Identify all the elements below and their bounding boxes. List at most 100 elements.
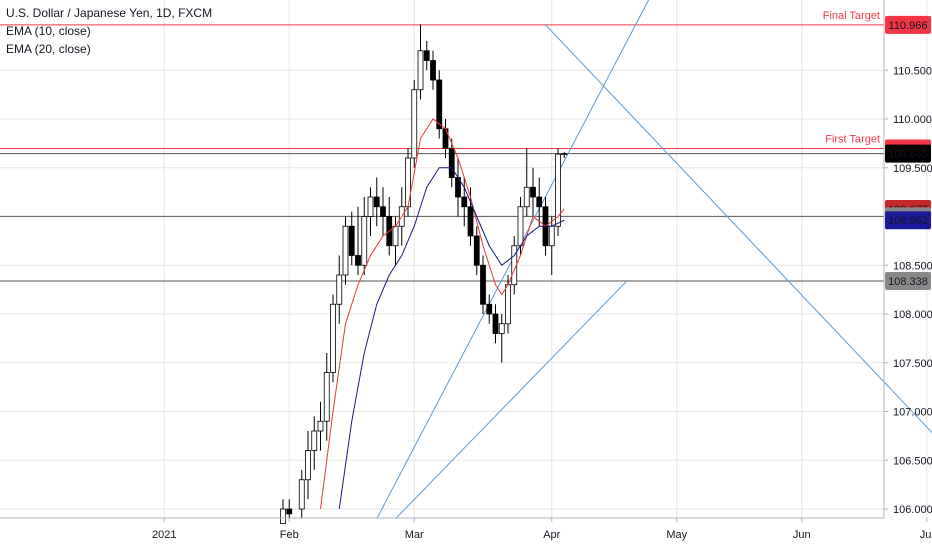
y-tick-label: 106.000 [893, 504, 932, 516]
candle-body [392, 225, 399, 247]
candle-body [280, 508, 286, 525]
candle [536, 177, 543, 227]
candle-body [436, 79, 443, 130]
price-badge-bg [885, 144, 931, 163]
candle [417, 24, 424, 100]
candle [355, 206, 361, 275]
candle-body [373, 196, 380, 208]
candle [530, 167, 536, 217]
y-tick-label: 107.500 [893, 358, 932, 370]
price-badge-text: 110.966 [889, 20, 928, 32]
candle [523, 148, 530, 217]
y-tick-label: 107.000 [893, 407, 932, 419]
candle-body [517, 206, 524, 247]
candle [423, 41, 430, 71]
price-badge-text: 108.962 [888, 215, 928, 227]
candle [473, 226, 480, 275]
candle [386, 197, 393, 256]
candle-body [467, 206, 474, 237]
candle-body [330, 303, 336, 373]
candle [280, 499, 286, 525]
candle-body [548, 225, 555, 247]
chart-legend: U.S. Dollar / Japanese Yen, 1D, FXCM EMA… [6, 4, 212, 58]
x-tick-label: 2021 [152, 529, 176, 541]
price-badge: 108.962 [885, 211, 931, 230]
candle-body [317, 420, 324, 432]
candle [486, 294, 493, 324]
candle [367, 187, 374, 236]
candle [555, 148, 561, 236]
candle [442, 119, 449, 158]
candle-body [305, 450, 311, 481]
x-tick-label: May [666, 529, 687, 541]
symbol-title[interactable]: U.S. Dollar / Japanese Yen, 1D, FXCM [6, 6, 213, 20]
candle-body [411, 89, 418, 159]
candle-body [355, 255, 361, 266]
candle [492, 304, 499, 344]
y-tick-label: 110.000 [893, 114, 932, 126]
first-target-label: First Target [825, 133, 880, 145]
candle [330, 294, 336, 383]
price-badge-text: 108.338 [888, 276, 928, 288]
candle-body [561, 153, 568, 156]
candle [342, 216, 349, 285]
ema20-legend[interactable]: EMA (20, close) [6, 42, 91, 56]
trendline [395, 280, 628, 520]
price-badges: 110.966109.698109.645109.077109.001108.9… [885, 15, 931, 291]
candle [430, 50, 436, 90]
candle [373, 177, 380, 227]
x-tick-label: Jun [793, 529, 811, 541]
y-tick-label: 106.500 [893, 455, 932, 467]
x-tick-label: Apr [543, 529, 560, 541]
candle [305, 431, 311, 500]
candle-body [530, 186, 536, 198]
price-badge: 110.966 [885, 15, 931, 34]
candle-body [492, 313, 499, 334]
annotations: Final Target First Target [823, 10, 880, 146]
ema10-legend[interactable]: EMA (10, close) [6, 24, 91, 38]
candles [280, 24, 568, 525]
candle [480, 255, 486, 314]
x-tick-label: Feb [280, 529, 299, 541]
trendlines [376, 0, 932, 520]
candle [380, 187, 386, 236]
candle-body [323, 372, 330, 422]
candle [286, 499, 293, 519]
candle [348, 211, 355, 266]
candle [361, 197, 368, 275]
final-target-label: Final Target [823, 10, 880, 22]
candle-body [342, 225, 349, 276]
x-tick-label: Jul [920, 529, 932, 541]
candle [455, 158, 461, 217]
candle-body [480, 264, 486, 305]
candle-body [523, 186, 530, 208]
candle-body [536, 196, 543, 208]
candle-body [298, 479, 305, 510]
candle [311, 416, 318, 470]
candle-body [448, 147, 455, 178]
price-badge: 109.645 [885, 144, 931, 163]
candle-body [486, 303, 493, 315]
horizontal-lines [0, 24, 884, 282]
candle [436, 70, 443, 139]
candle [317, 401, 324, 451]
price-badge: 108.338 [885, 272, 931, 291]
ema20-line [338, 167, 565, 510]
trendline [376, 0, 650, 519]
candle-body [461, 196, 468, 208]
ema-lines [320, 118, 565, 510]
candle-body [367, 196, 374, 217]
price-badge-text: 109.645 [888, 149, 928, 161]
candle-body [336, 274, 343, 305]
trendline [545, 24, 932, 434]
candle-body [286, 508, 293, 515]
candle [498, 314, 505, 363]
candle-body [380, 206, 386, 217]
candle [561, 152, 568, 158]
candle-body [505, 284, 511, 325]
candle [298, 470, 305, 519]
candle-body [417, 50, 424, 91]
candle [448, 138, 455, 188]
candle [323, 353, 330, 441]
